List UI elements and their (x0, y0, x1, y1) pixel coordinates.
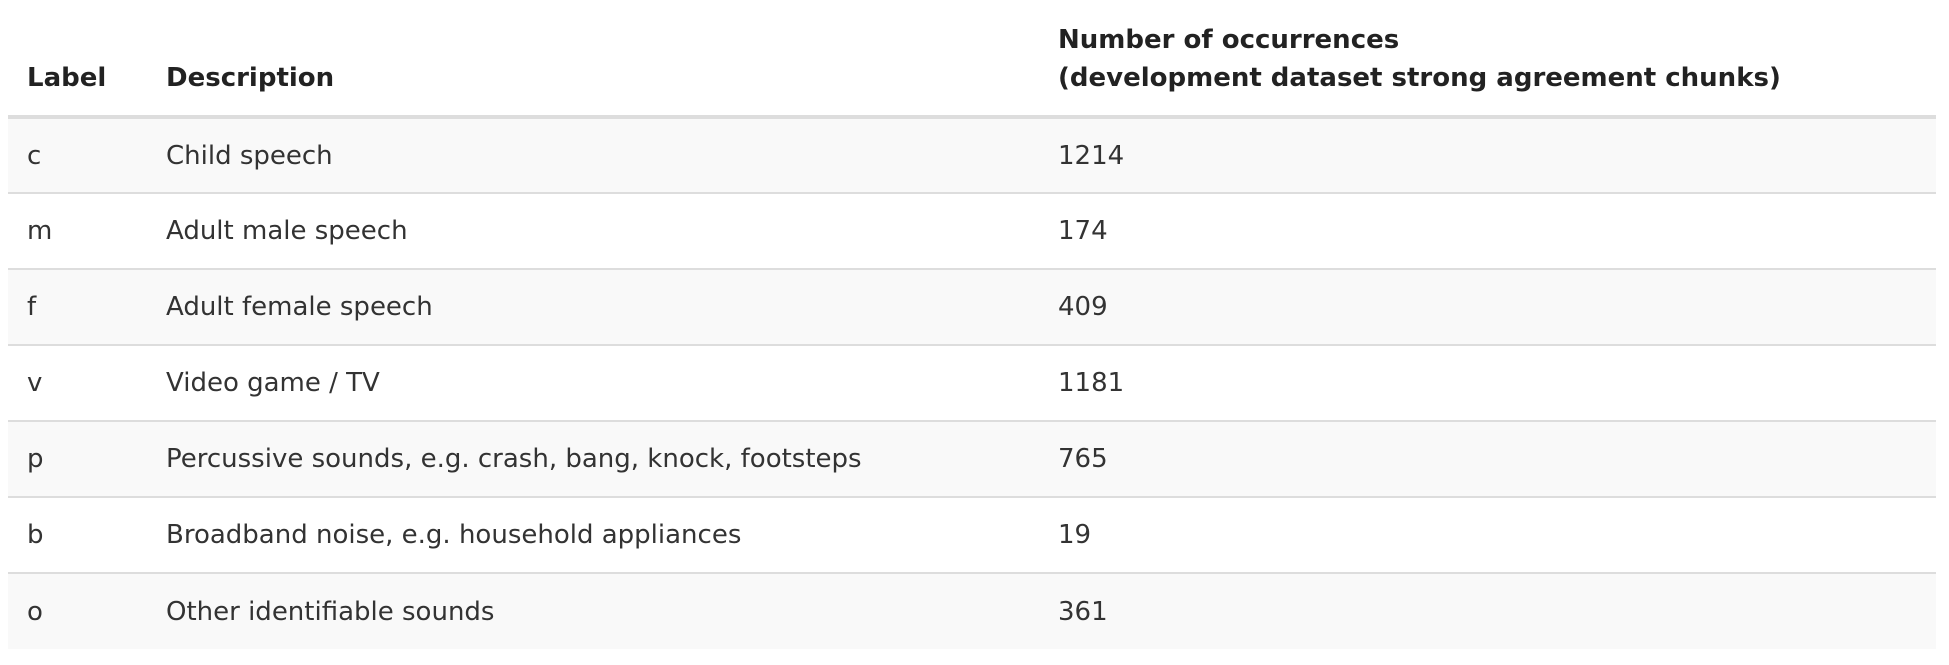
table-row: m Adult male speech 174 (8, 193, 1936, 269)
row-label: m (27, 216, 53, 246)
header-description: Description (147, 0, 1039, 119)
row-label: p (27, 444, 44, 474)
header-label: Label (8, 0, 147, 119)
row-count: 19 (1058, 520, 1092, 550)
table-row: c Child speech 1214 (8, 117, 1936, 193)
row-count: 174 (1058, 216, 1108, 246)
row-description: Child speech (166, 140, 333, 171)
row-count: 1214 (1058, 140, 1125, 171)
header-count: Number of occurrences (development datas… (1039, 0, 1936, 119)
table-row: o Other identifiable sounds 361 (8, 573, 1936, 649)
row-label: c (27, 140, 42, 171)
table-row: b Broadband noise, e.g. household applia… (8, 497, 1936, 573)
row-description: Video game / TV (166, 368, 380, 398)
row-label: o (27, 596, 43, 627)
row-count: 1181 (1058, 368, 1125, 398)
row-label: v (27, 368, 43, 398)
label-table: Label Description Number of occurrences … (8, 0, 1936, 649)
row-description: Percussive sounds, e.g. crash, bang, kno… (166, 444, 862, 474)
row-description: Adult male speech (166, 216, 408, 246)
table-row: f Adult female speech 409 (8, 269, 1936, 345)
row-description: Other identifiable sounds (166, 596, 495, 627)
table-row: p Percussive sounds, e.g. crash, bang, k… (8, 421, 1936, 497)
row-description: Adult female speech (166, 292, 433, 322)
table-header: Label Description Number of occurrences … (8, 0, 1936, 119)
row-count: 765 (1058, 444, 1108, 474)
label-table-container: Label Description Number of occurrences … (8, 0, 1936, 649)
row-label: b (27, 520, 44, 550)
table-row: v Video game / TV 1181 (8, 345, 1936, 421)
row-count: 409 (1058, 292, 1108, 322)
row-description: Broadband noise, e.g. household applianc… (166, 520, 742, 550)
header-count-line1: Number of occurrences (1058, 25, 1400, 55)
row-count: 361 (1058, 596, 1108, 627)
header-row: Label Description Number of occurrences … (8, 0, 1936, 119)
table-body: c Child speech 1214 m Adult male speech … (8, 117, 1936, 649)
header-count-line2: (development dataset strong agreement ch… (1058, 63, 1781, 93)
row-label: f (27, 292, 37, 322)
